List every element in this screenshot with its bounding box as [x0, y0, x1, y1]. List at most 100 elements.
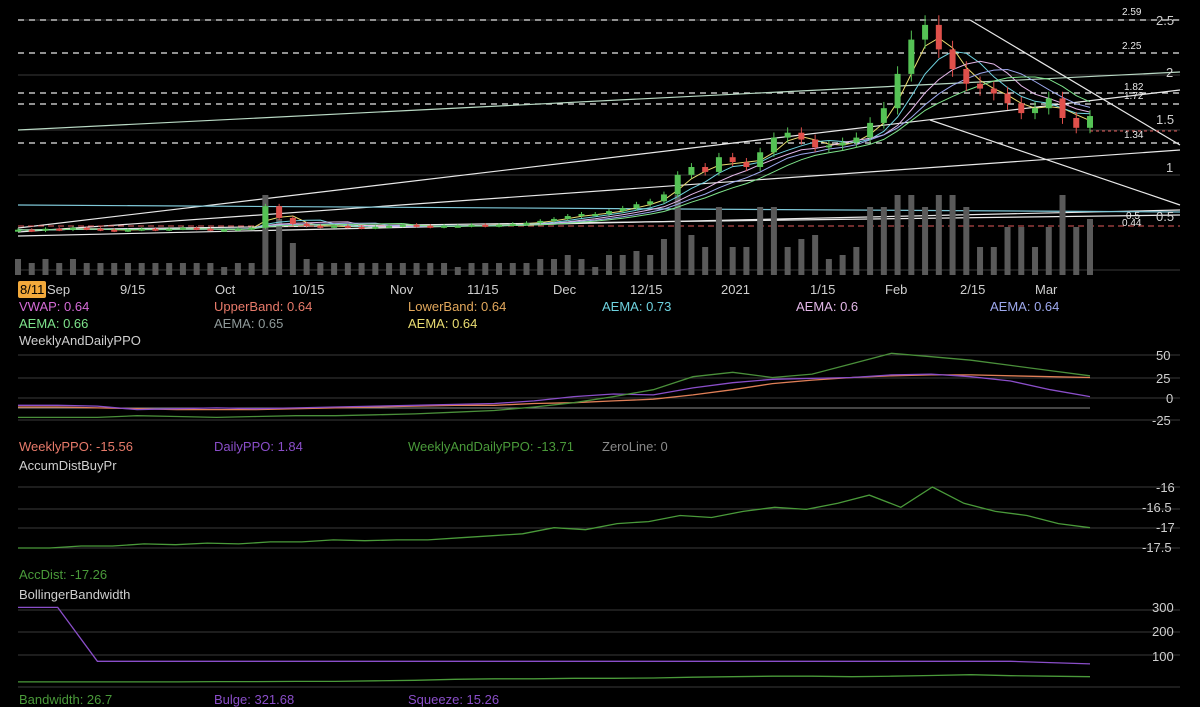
volume-bar — [303, 259, 310, 275]
volume-bar — [633, 251, 640, 275]
legend-accdist: AccDist: -17.26 — [19, 567, 108, 582]
price-ytick: 1.5 — [1156, 112, 1174, 127]
volume-bar — [949, 195, 956, 275]
candle-body — [1018, 103, 1025, 114]
volume-bar — [124, 263, 131, 275]
volume-bar — [42, 259, 49, 275]
volume-bar — [770, 207, 777, 275]
volume-bar — [83, 263, 90, 275]
accdist-panel-title: AccumDistBuyPr — [19, 458, 117, 473]
candle-body — [69, 227, 76, 230]
candle-body — [42, 228, 49, 231]
volume-bar — [647, 255, 654, 275]
legend-aema: AEMA: 0.65 — [214, 316, 284, 331]
candle-body — [427, 225, 434, 228]
volume-bar — [111, 263, 118, 275]
legend-vwap: VWAP: 0.64 — [19, 299, 90, 314]
candle-body — [262, 206, 269, 228]
candle-body — [496, 224, 503, 227]
current-date-badge — [18, 281, 46, 298]
ppo-ytick: 25 — [1156, 371, 1170, 386]
candle-body — [1004, 93, 1011, 104]
volume-bar — [578, 259, 585, 275]
accdist-ytick: -17.5 — [1142, 540, 1172, 555]
volume-bar — [867, 207, 874, 275]
candle-body — [578, 214, 585, 217]
legend-aema: AEMA: 0.66 — [19, 316, 89, 331]
candle-body — [715, 157, 722, 172]
accdist-y-ticks: -16 -16.5 -17 -17.5 — [1142, 480, 1175, 555]
legend-bandwidth: Bandwidth: 26.7 — [19, 692, 113, 707]
accdist-ytick: -17 — [1156, 520, 1175, 535]
price-ytick: 1 — [1166, 160, 1173, 175]
legend-aema: AEMA: 0.6 — [796, 299, 859, 314]
candle-body — [138, 228, 145, 231]
candle-body — [743, 162, 750, 167]
moving-average-line — [17, 37, 1091, 231]
legend-aema: AEMA: 0.73 — [602, 299, 672, 314]
ppo-series-line — [18, 352, 1091, 419]
legend-bulge: Bulge: 321.68 — [214, 692, 295, 707]
candle-body — [551, 218, 557, 221]
volume-bar — [331, 263, 338, 275]
candle-body — [468, 224, 475, 227]
level-label: 1.72 — [1124, 91, 1144, 102]
volume-bar — [454, 267, 461, 275]
legend-aema: AEMA: 0.64 — [990, 299, 1060, 314]
candle-body — [839, 142, 846, 146]
legend-zeroline: ZeroLine: 0 — [602, 439, 668, 454]
volume-bar — [922, 207, 929, 275]
trend-lines — [17, 19, 1181, 237]
volume-bar — [289, 243, 296, 275]
candle-body — [1032, 108, 1039, 114]
level-label: 0.5 — [1126, 211, 1140, 222]
volume-bar — [207, 263, 214, 275]
level-label: 1.82 — [1124, 82, 1144, 93]
volume-bar — [935, 195, 942, 275]
volume-bar — [179, 263, 186, 275]
volume-bar — [1045, 227, 1052, 275]
x-tick: 11/15 — [467, 282, 499, 297]
volume-bar — [262, 195, 269, 275]
volume-bar — [702, 247, 709, 275]
ppo-series-line — [18, 373, 1091, 411]
volume-bar — [880, 207, 887, 275]
x-tick: 10/15 — [292, 282, 325, 297]
legend-dailyppo: DailyPPO: 1.84 — [214, 439, 303, 454]
ppo-series-line — [18, 374, 1091, 411]
candle-body — [619, 208, 626, 212]
bandwidth-ytick: 200 — [1152, 624, 1174, 639]
candle-body — [592, 214, 599, 217]
candle-body — [111, 229, 118, 232]
bandwidth-series-line — [18, 606, 1091, 665]
ppo-lines — [18, 352, 1091, 419]
candle-body — [83, 227, 90, 230]
volume-bar — [743, 247, 750, 275]
volume-bar — [1032, 247, 1039, 275]
candle-body — [537, 220, 544, 223]
candle-body — [633, 204, 640, 209]
candle-body — [674, 174, 681, 195]
volume-bar — [715, 207, 722, 275]
volume-bar — [894, 195, 901, 275]
x-tick: 2/15 — [960, 282, 985, 297]
volume-bar — [729, 247, 736, 275]
candle-body — [564, 216, 571, 219]
candle-body — [331, 225, 338, 228]
candle-body — [977, 83, 984, 89]
legend-weeklyppo: WeeklyPPO: -15.56 — [19, 439, 133, 454]
candle-body — [413, 224, 420, 227]
candle-body — [441, 225, 448, 228]
x-tick: Mar — [1035, 282, 1058, 297]
volume-bar — [441, 263, 448, 275]
bandwidth-y-ticks: 300 200 100 — [1152, 600, 1174, 664]
candle-body — [880, 108, 887, 123]
volume-bar — [15, 259, 21, 275]
candle-body — [812, 139, 819, 148]
volume-bar — [28, 263, 35, 275]
bandwidth-lines — [18, 606, 1091, 683]
volume-bar — [166, 263, 173, 275]
x-tick: Nov — [390, 282, 414, 297]
volume-bars — [15, 195, 1093, 275]
